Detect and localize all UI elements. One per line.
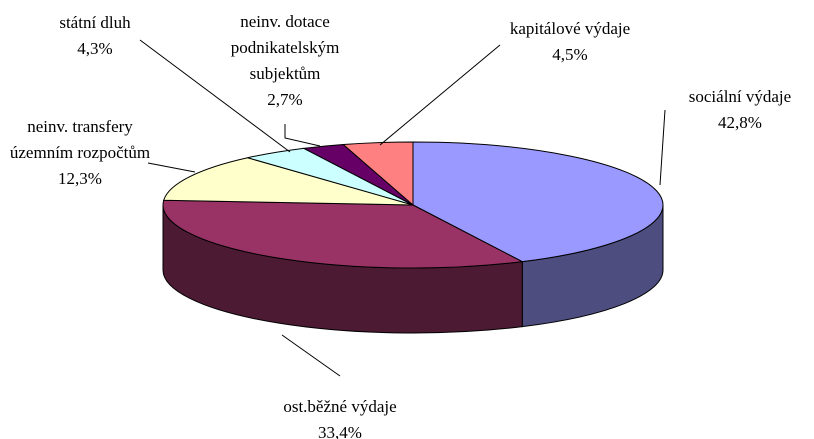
category-label: ost.běžné výdaje — [283, 397, 397, 416]
slice — [412, 141, 664, 328]
leader-line — [379, 44, 501, 146]
value-label: 4,5% — [552, 45, 588, 64]
leader-line — [147, 162, 196, 173]
slice-label: ost.běžné výdaje 33,4% — [240, 394, 440, 439]
leader-lines — [139, 39, 666, 377]
slice — [163, 157, 414, 206]
value-label: 4,3% — [77, 39, 113, 58]
slice-top — [342, 141, 414, 207]
category-label: neinv. dotace podnikatelským subjektům — [230, 12, 340, 83]
value-label: 12,3% — [58, 169, 102, 188]
slice — [162, 199, 524, 334]
leader-line — [659, 109, 666, 186]
slice-top — [412, 141, 664, 263]
category-label: státní dluh — [59, 13, 131, 32]
value-label: 33,4% — [318, 423, 362, 439]
value-label: 2,7% — [267, 90, 303, 109]
slice-label: neinv. dotace podnikatelským subjektům 2… — [205, 9, 365, 113]
slice-label: sociální výdaje 42,8% — [665, 84, 814, 136]
slice — [342, 141, 414, 207]
slice-top — [163, 157, 414, 206]
value-label: 42,8% — [718, 113, 762, 132]
category-label: kapitálové výdaje — [509, 19, 631, 38]
category-label: neinv. transfery územním rozpočtům — [9, 117, 151, 162]
category-label: sociální výdaje — [688, 87, 792, 106]
slice-top — [162, 199, 524, 269]
slice-label: neinv. transfery územním rozpočtům 12,3% — [5, 114, 155, 192]
slice-label: státní dluh 4,3% — [10, 10, 180, 62]
leader-line — [284, 124, 321, 147]
leader-line — [139, 39, 291, 153]
slice-label: kapitálové výdaje 4,5% — [480, 16, 660, 68]
leader-line — [281, 334, 341, 377]
